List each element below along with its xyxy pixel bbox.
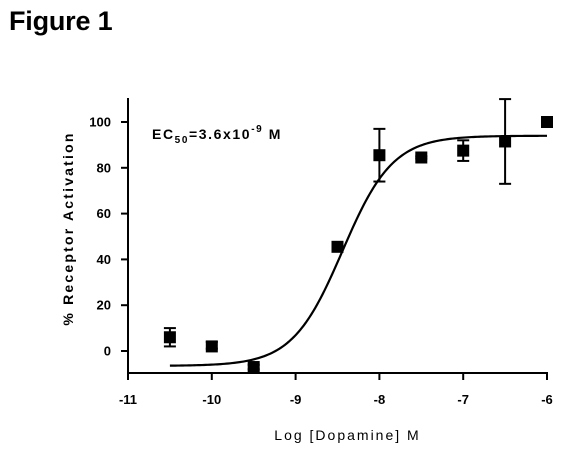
figure-title: Figure 1 xyxy=(9,6,113,36)
ec50-prefix: EC xyxy=(152,126,175,142)
ec50-annotation: EC50=3.6x10-9 M xyxy=(152,124,282,146)
y-tick-label: 100 xyxy=(89,115,111,130)
x-tick-label: -9 xyxy=(290,392,302,407)
data-point-marker xyxy=(205,340,218,353)
data-points xyxy=(163,116,553,374)
data-point-marker xyxy=(373,149,386,162)
data-point-marker xyxy=(499,135,512,148)
x-tick-label: -11 xyxy=(119,392,137,407)
axes xyxy=(121,98,548,380)
data-point-marker xyxy=(457,144,470,157)
data-point-marker xyxy=(163,331,176,344)
fit-curve-layer xyxy=(169,134,547,367)
y-tick-label: 40 xyxy=(97,252,111,267)
ec50-exponent: -9 xyxy=(251,124,263,135)
ec50-unit: M xyxy=(263,126,282,142)
x-axis-title: Log [Dopamine] M xyxy=(274,427,420,443)
x-tick-label: -10 xyxy=(202,392,221,407)
y-tick-label: 80 xyxy=(97,160,111,175)
data-point-marker xyxy=(541,116,553,128)
ec50-value: =3.6x10 xyxy=(189,126,251,142)
ec50-subscript: 50 xyxy=(175,135,189,146)
y-axis-title: % Receptor Activation xyxy=(60,131,76,325)
x-tick-label: -6 xyxy=(541,392,553,407)
y-tick-label: 60 xyxy=(97,206,111,221)
data-point-marker xyxy=(415,151,428,164)
y-tick-label: 0 xyxy=(104,344,111,359)
x-tick-label: -8 xyxy=(374,392,386,407)
y-tick-label: 20 xyxy=(97,298,111,313)
x-tick-label: -7 xyxy=(457,392,469,407)
data-point-marker xyxy=(247,361,260,374)
data-point-marker xyxy=(331,240,344,253)
fit-curve xyxy=(169,134,547,367)
axis-labels: 0 20 40 60 80 100 -11 -10 -9 -8 -7 -6 xyxy=(89,115,552,408)
